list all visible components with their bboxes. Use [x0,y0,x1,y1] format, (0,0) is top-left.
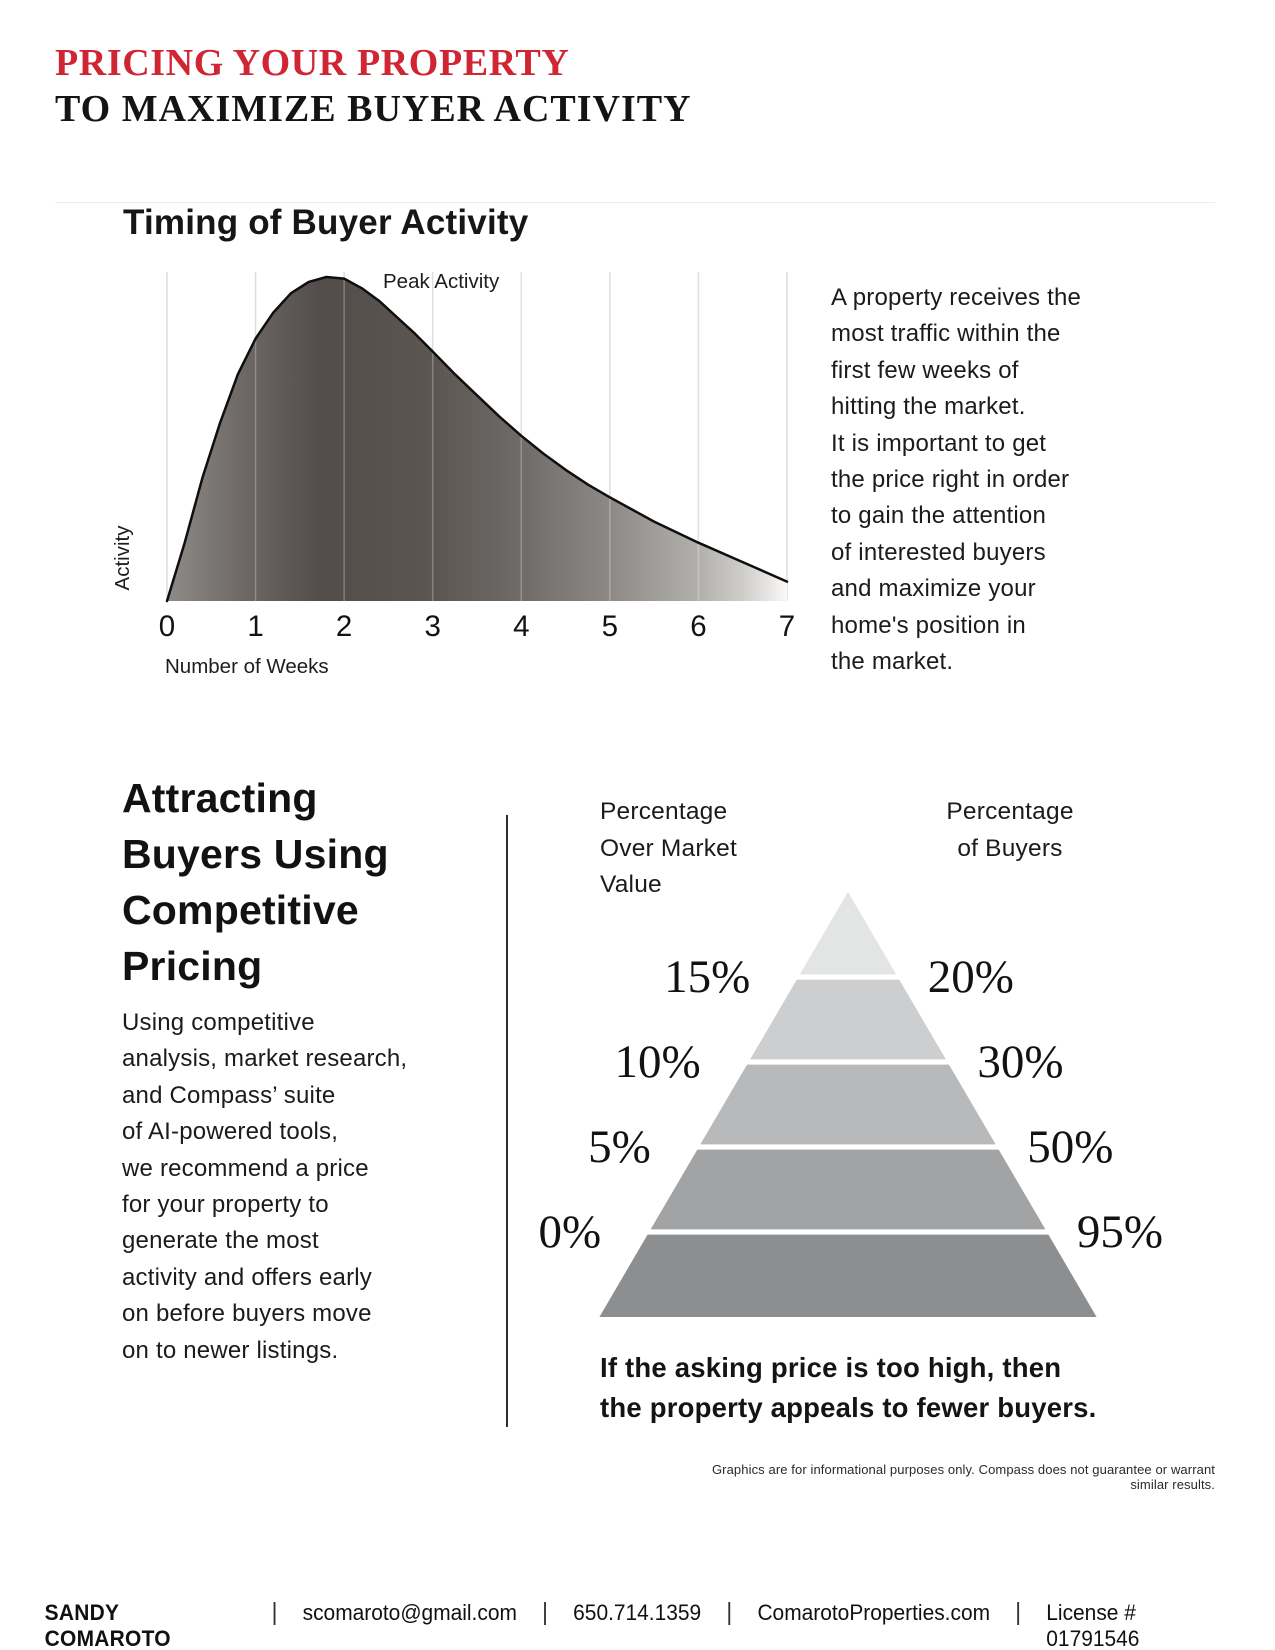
disclaimer-text: Graphics are for informational purposes … [711,1462,1215,1492]
pyramid-band-2 [700,1064,996,1145]
pyramid-over-market-label: 10% [614,1036,700,1088]
activity-curve-fill [167,277,787,601]
pyramid-buyers-label: 20% [928,951,1014,1003]
x-axis-label: Number of Weeks [165,655,329,678]
timing-paragraph: A property receives the most traffic wit… [831,284,1082,676]
pyramid-buyers-label: 30% [977,1036,1063,1088]
header-title-accent: PRICING YOUR PROPERTY [55,42,570,84]
peak-activity-annotation: Peak Activity [383,270,500,293]
footer-separator: | [542,1598,549,1626]
footer-email: scomaroto@gmail.com [302,1600,517,1625]
pyramid-over-market-label: 5% [588,1121,651,1173]
pyramid-buyers-label: 95% [1077,1206,1163,1258]
x-axis-tick-label: 4 [513,610,529,643]
header-title: TO MAXIMIZE BUYER ACTIVITY [55,88,692,130]
x-axis-tick-label: 0 [159,610,175,643]
attracting-paragraph: Using competitive analysis, market resea… [122,1009,408,1364]
x-axis-tick-label: 6 [690,610,706,643]
x-axis-tick-label: 1 [247,610,263,643]
footer-contact-bar: SANDY COMAROTO | scomaroto@gmail.com | 6… [45,1598,1231,1650]
footer-license: License # 01791546 [1046,1600,1140,1650]
pyramid-band-1 [750,979,946,1060]
footer-phone: 650.714.1359 [573,1600,702,1625]
pyramid-right-column-header: Percentage of Buyers [946,798,1074,862]
x-axis-tick-label: 3 [424,610,440,643]
footer-separator: | [726,1598,733,1626]
pyramid-over-market-label: 15% [664,951,750,1003]
pyramid-buyers-label: 50% [1027,1121,1113,1173]
pyramid-left-column-header: Percentage Over Market Value [600,798,737,898]
pricing-pyramid-chart: 15% 20% 10% 30% 5% 50% 0% 95% [538,892,1163,1317]
pyramid-band-4 [599,1234,1097,1317]
x-axis-tick-label: 7 [779,610,795,643]
pyramid-band-0 [799,892,897,975]
y-axis-label: Activity [111,525,134,591]
x-axis-tick-label: 5 [602,610,618,643]
footer-website: ComarotoProperties.com [757,1600,991,1625]
attracting-section-heading: Attracting Buyers Using Competitive Pric… [122,775,389,989]
page-header: PRICING YOUR PROPERTY TO MAXIMIZE BUYER … [55,40,692,132]
footer-agent-name: SANDY COMAROTO [44,1600,171,1650]
pyramid-band-3 [650,1149,1046,1230]
pyramid-caption: If the asking price is too high, then th… [600,1352,1097,1423]
footer-separator: | [1015,1598,1022,1626]
x-axis-tick-label: 2 [336,610,352,643]
buyer-activity-area-chart: Peak Activity 0 1 2 3 4 5 6 7 Number of Weeks Acti… [111,270,795,678]
activity-curve-line [165,275,789,603]
vertical-divider [506,815,508,1427]
timing-section-title: Timing of Buyer Activity [123,203,529,242]
footer-separator: | [271,1598,278,1626]
section-divider-line [55,202,1215,203]
pyramid-over-market-label: 0% [538,1206,601,1258]
